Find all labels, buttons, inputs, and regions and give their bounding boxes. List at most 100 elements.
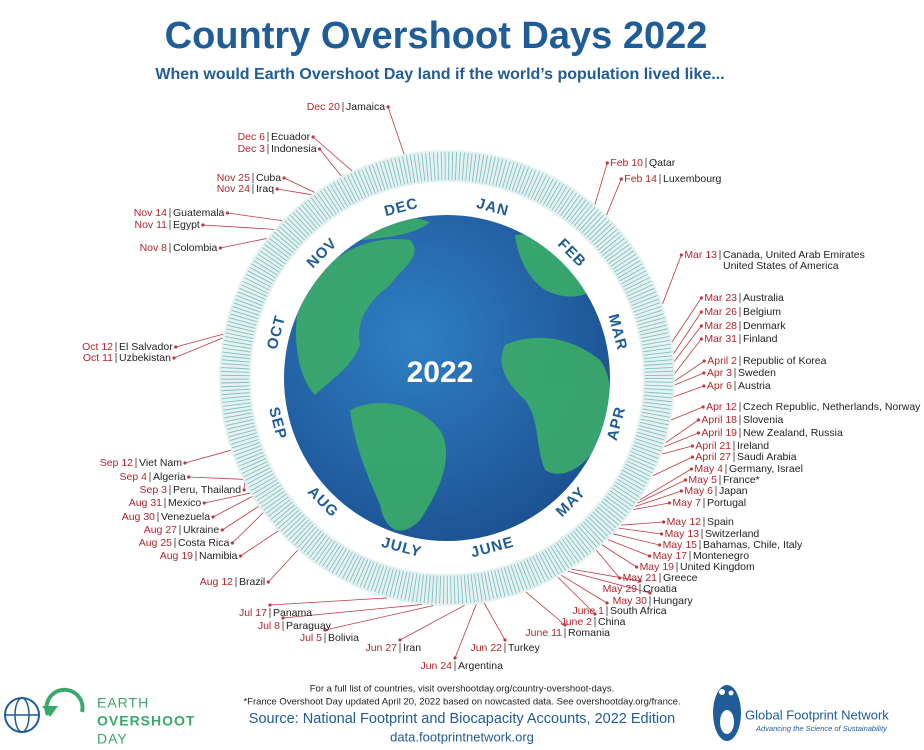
country-name: Paraguay	[286, 620, 332, 632]
country-name: Greece	[663, 572, 698, 584]
country-date: Aug 27	[144, 524, 177, 536]
country-name: United States of America	[723, 260, 839, 272]
country-labels: Dec 20 Jamaica Dec 6 Ecuador Dec 3 Indonesia N…	[82, 101, 921, 672]
country-date: Aug 25	[139, 537, 172, 549]
leader-dot	[187, 475, 191, 479]
leader-dot	[202, 501, 206, 505]
leader-dot	[238, 554, 243, 558]
country-date: May 7	[672, 497, 701, 509]
footer-note: *France Overshoot Day updated April 20, …	[243, 697, 680, 708]
leader-line	[232, 512, 264, 544]
leader-line	[561, 574, 608, 604]
leader-dot	[605, 601, 609, 605]
country-name: Canada, United Arab Emirates	[723, 249, 865, 261]
leader-line	[567, 570, 651, 594]
leader-dot	[702, 384, 706, 388]
leader-line	[267, 549, 298, 583]
leader-line	[664, 432, 699, 447]
country-date: Jun 27	[365, 642, 397, 654]
leader-line	[282, 604, 422, 619]
country-date: May 19	[640, 561, 675, 573]
country-name: Sweden	[738, 367, 776, 379]
leader-dot	[266, 580, 270, 584]
leader-line	[324, 605, 434, 631]
leader-dot	[218, 246, 222, 250]
leader-dot	[679, 253, 683, 257]
country-date: May 5	[688, 474, 717, 486]
country-date: May 6	[684, 485, 713, 497]
country-name: United Kingdom	[680, 561, 755, 573]
leader-line	[662, 254, 682, 304]
country-date: Mar 31	[704, 333, 737, 345]
leader-dot	[225, 211, 229, 215]
leader-line	[607, 539, 650, 557]
country-name: Germany, Israel	[729, 463, 803, 475]
country-name: Viet Nam	[139, 457, 182, 469]
leader-dot	[690, 455, 694, 459]
leader-line	[674, 338, 702, 374]
country-name: Ireland	[737, 440, 769, 452]
country-name: Algeria	[153, 471, 186, 483]
leader-line	[673, 311, 702, 354]
leader-dot	[605, 161, 609, 165]
leader-dot	[311, 135, 315, 139]
country-date: Mar 26	[704, 306, 737, 318]
country-date: Aug 12	[200, 576, 233, 588]
leader-dot	[679, 489, 684, 493]
country-name: Saudi Arabia	[737, 451, 797, 463]
country-name: Guatemala	[173, 207, 225, 219]
country-name: Montenegro	[693, 550, 749, 562]
country-date: Feb 14	[624, 173, 657, 185]
country-name: Namibia	[199, 550, 238, 562]
leader-dot	[268, 603, 272, 607]
leader-lines	[172, 105, 706, 660]
source-url: data.footprintnetwork.org	[390, 729, 534, 744]
leader-line	[571, 568, 641, 582]
leader-dot	[699, 296, 703, 300]
leader-line	[594, 162, 608, 205]
leader-line	[606, 178, 622, 216]
leader-dot	[201, 223, 205, 227]
country-name: Colombia	[173, 242, 218, 254]
leader-dot	[702, 371, 706, 375]
country-date: Nov 8	[140, 242, 168, 254]
leader-line	[621, 521, 664, 526]
country-date: May 17	[653, 550, 688, 562]
country-date: Aug 19	[160, 550, 193, 562]
leader-line	[652, 456, 693, 477]
leader-line	[212, 496, 253, 518]
country-name: Bolivia	[328, 632, 359, 644]
leader-line	[387, 106, 405, 155]
leader-dot	[696, 431, 700, 435]
country-name: Iraq	[256, 183, 274, 195]
leader-dot	[689, 467, 694, 471]
leader-dot	[699, 310, 703, 314]
country-name: Denmark	[743, 320, 786, 332]
country-date: April 18	[701, 414, 737, 426]
country-name: New Zealand, Russia	[743, 427, 843, 439]
leader-dot	[634, 565, 639, 569]
country-name: Costa Rica	[178, 537, 230, 549]
country-name: Spain	[707, 516, 734, 528]
leader-line	[283, 177, 315, 193]
country-date: Aug 30	[122, 511, 155, 523]
country-name: Austria	[738, 380, 771, 392]
country-name: Iran	[403, 642, 421, 654]
leader-dot	[398, 638, 402, 642]
leader-dot	[638, 579, 642, 583]
country-date: May 29	[603, 583, 638, 595]
country-name: Japan	[719, 485, 748, 497]
leader-line	[618, 527, 662, 535]
leader-line	[602, 544, 637, 568]
leader-line	[596, 549, 620, 579]
logo-name: Global Footprint Network	[745, 707, 889, 722]
country-date: Oct 12	[82, 341, 113, 353]
leader-line	[221, 506, 259, 531]
country-date: April 2	[707, 355, 737, 367]
leader-line	[399, 604, 465, 641]
country-name: Cuba	[256, 172, 281, 184]
leader-line	[674, 325, 702, 362]
leader-line	[661, 445, 693, 455]
globe: 2022	[284, 215, 610, 541]
country-name: Romania	[568, 627, 610, 639]
